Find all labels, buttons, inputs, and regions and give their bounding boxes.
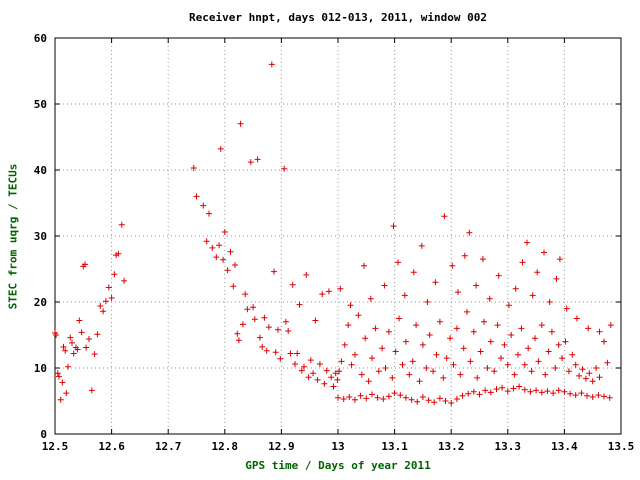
x-tick-label: 13.1 [381,440,408,453]
chart-title: Receiver hnpt, days 012-013, 2011, windo… [188,11,487,24]
y-tick-label: 60 [34,32,47,45]
x-tick-label: 12.9 [268,440,295,453]
x-tick-label: 13.2 [438,440,465,453]
y-tick-label: 10 [34,362,47,375]
y-tick-label: 30 [34,230,47,243]
y-tick-label: 20 [34,296,47,309]
x-tick-label: 12.8 [212,440,239,453]
x-tick-label: 13.5 [608,440,635,453]
x-tick-label: 12.5 [42,440,69,453]
x-tick-label: 13 [331,440,344,453]
y-tick-label: 40 [34,164,47,177]
y-tick-label: 0 [40,428,47,441]
x-tick-label: 12.7 [155,440,182,453]
y-tick-label: 50 [34,98,47,111]
x-tick-label: 13.4 [551,440,578,453]
scatter-points [52,61,614,406]
x-tick-label: 12.6 [98,440,125,453]
x-axis-label: GPS time / Days of year 2011 [245,459,431,472]
x-tick-label: 13.3 [495,440,522,453]
